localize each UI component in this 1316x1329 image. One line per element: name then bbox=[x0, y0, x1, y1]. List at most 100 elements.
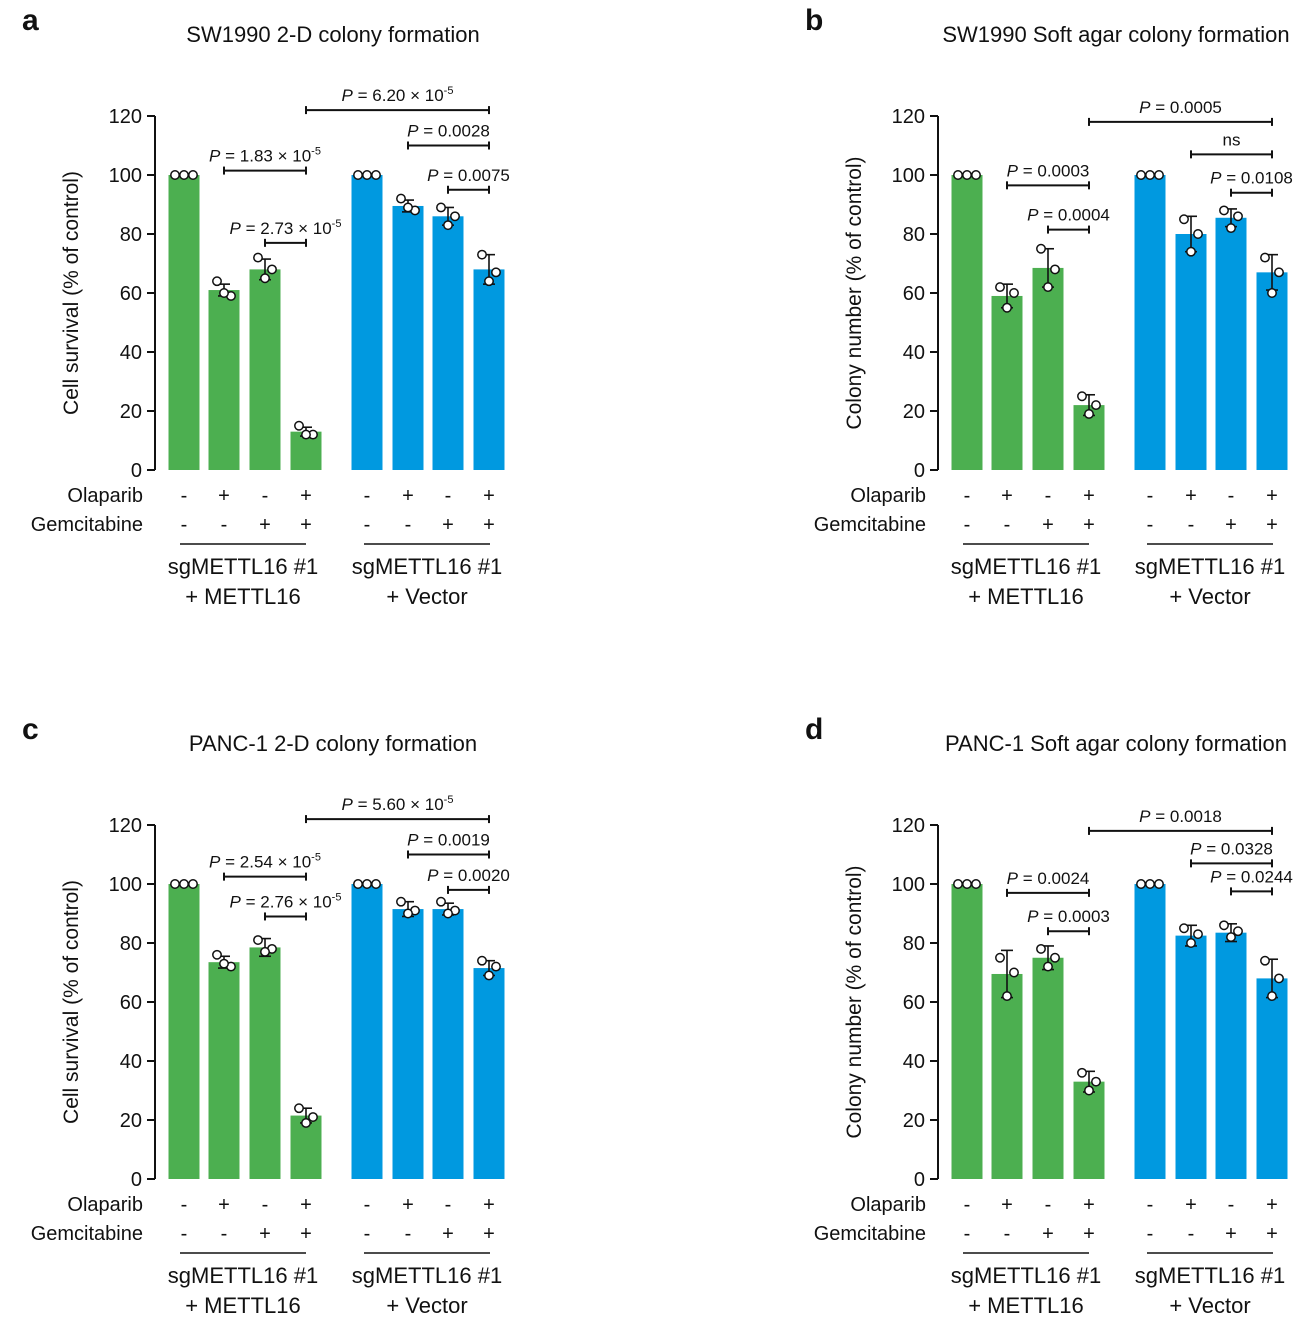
y-tick-label: 100 bbox=[109, 874, 142, 896]
data-point bbox=[1091, 400, 1101, 411]
p-symbol: P bbox=[1027, 206, 1039, 225]
chart-title: SW1990 Soft agar colony formation bbox=[942, 22, 1289, 47]
gemcitabine-sign: + bbox=[300, 1223, 312, 1245]
p-value-label: P = 0.0075 bbox=[427, 166, 510, 185]
data-point bbox=[1009, 967, 1019, 978]
p-exponent: -5 bbox=[444, 794, 454, 806]
data-point bbox=[170, 170, 180, 180]
data-point bbox=[1179, 214, 1189, 225]
y-tick-label: 20 bbox=[903, 1110, 925, 1132]
olaparib-sign: - bbox=[262, 485, 269, 507]
data-point bbox=[1233, 926, 1243, 937]
bar bbox=[1134, 884, 1166, 1179]
bar bbox=[1215, 932, 1247, 1179]
p-value-label: P = 0.0004 bbox=[1027, 206, 1110, 225]
y-tick-label: 80 bbox=[120, 224, 142, 246]
group-label-line1: sgMETTL16 #1 bbox=[352, 554, 502, 579]
data-point bbox=[484, 970, 494, 981]
group-label-line2: + Vector bbox=[1169, 1293, 1250, 1318]
olaparib-sign: - bbox=[1147, 1194, 1154, 1216]
y-tick-label: 80 bbox=[903, 933, 925, 955]
y-tick-label: 60 bbox=[903, 992, 925, 1014]
p-times-ten: × 10 bbox=[273, 147, 311, 166]
panel-c: c PANC-1 2-D colony formation Cell surviva… bbox=[22, 713, 510, 1318]
olaparib-sign: - bbox=[1228, 485, 1235, 507]
data-point bbox=[362, 170, 372, 180]
data-point bbox=[1036, 943, 1046, 954]
p-symbol: P bbox=[230, 892, 242, 911]
gemcitabine-sign: + bbox=[1266, 1223, 1278, 1245]
gemcitabine-sign: - bbox=[1188, 1223, 1195, 1245]
gemcitabine-sign: + bbox=[483, 1223, 495, 1245]
data-point bbox=[301, 429, 311, 440]
gemcitabine-sign: - bbox=[364, 1223, 371, 1245]
bar bbox=[392, 909, 424, 1179]
bar bbox=[1032, 267, 1064, 470]
gemcitabine-sign: - bbox=[1188, 514, 1195, 536]
data-point bbox=[436, 896, 446, 907]
data-point bbox=[953, 170, 963, 180]
p-value: 0.0024 bbox=[1037, 869, 1089, 888]
p-value: 6.20 bbox=[372, 86, 405, 105]
data-point bbox=[443, 220, 453, 231]
p-value-label: P = 0.0003 bbox=[1007, 161, 1090, 180]
p-value: 2.76 bbox=[260, 892, 293, 911]
p-exponent: -5 bbox=[444, 85, 454, 97]
y-tick-label: 60 bbox=[903, 283, 925, 305]
data-point bbox=[1091, 1076, 1101, 1087]
y-tick-label: 100 bbox=[892, 874, 925, 896]
y-tick-label: 20 bbox=[120, 401, 142, 423]
bar bbox=[1175, 234, 1207, 470]
row-label-olaparib: Olaparib bbox=[67, 1194, 143, 1216]
data-point bbox=[371, 879, 381, 889]
p-value-label: P = 0.0244 bbox=[1210, 867, 1293, 886]
gemcitabine-sign: + bbox=[1083, 1223, 1095, 1245]
p-value-label: P = 5.60 × 10-5 bbox=[342, 794, 454, 814]
p-equals: = bbox=[1018, 161, 1037, 180]
bar bbox=[991, 295, 1023, 470]
panel-label: a bbox=[22, 4, 39, 37]
p-times-ten: × 10 bbox=[293, 892, 331, 911]
p-times-ten: × 10 bbox=[405, 86, 443, 105]
p-equals: = bbox=[241, 219, 260, 238]
group-label-line2: + Vector bbox=[1169, 584, 1250, 609]
olaparib-sign: - bbox=[181, 485, 188, 507]
gemcitabine-sign: - bbox=[1004, 1223, 1011, 1245]
p-value: 0.0028 bbox=[438, 122, 490, 141]
gemcitabine-sign: - bbox=[1147, 1223, 1154, 1245]
data-point bbox=[1226, 223, 1236, 234]
row-label-olaparib: Olaparib bbox=[67, 485, 143, 507]
bar bbox=[432, 216, 464, 470]
y-tick-label: 40 bbox=[903, 342, 925, 364]
p-equals: = bbox=[438, 166, 457, 185]
bar bbox=[208, 290, 240, 470]
data-point bbox=[260, 946, 270, 957]
group-label-line1: sgMETTL16 #1 bbox=[951, 1263, 1101, 1288]
y-tick-label: 120 bbox=[109, 815, 142, 837]
p-equals: = bbox=[1038, 206, 1057, 225]
data-point bbox=[188, 170, 198, 180]
p-times-ten: × 10 bbox=[405, 795, 443, 814]
data-point bbox=[491, 961, 501, 972]
data-point bbox=[396, 193, 406, 204]
p-equals: = bbox=[353, 795, 372, 814]
p-value: 2.54 bbox=[240, 853, 273, 872]
olaparib-sign: + bbox=[1001, 1194, 1013, 1216]
p-symbol: P bbox=[209, 853, 221, 872]
data-point bbox=[1002, 302, 1012, 313]
panel-label: b bbox=[805, 4, 823, 37]
olaparib-sign: - bbox=[364, 1194, 371, 1216]
p-value-label: P = 6.20 × 10-5 bbox=[342, 85, 454, 105]
data-point bbox=[953, 879, 963, 889]
p-symbol: P bbox=[1139, 807, 1151, 826]
olaparib-sign: - bbox=[964, 485, 971, 507]
p-value: 0.0020 bbox=[458, 866, 510, 885]
data-point bbox=[1267, 991, 1277, 1002]
data-point bbox=[1145, 879, 1155, 889]
data-point bbox=[353, 170, 363, 180]
data-point bbox=[484, 276, 494, 287]
row-label-gemcitabine: Gemcitabine bbox=[31, 1223, 143, 1245]
y-tick-label: 20 bbox=[120, 1110, 142, 1132]
p-value-label: P = 2.76 × 10-5 bbox=[230, 891, 342, 911]
p-equals: = bbox=[1150, 807, 1169, 826]
